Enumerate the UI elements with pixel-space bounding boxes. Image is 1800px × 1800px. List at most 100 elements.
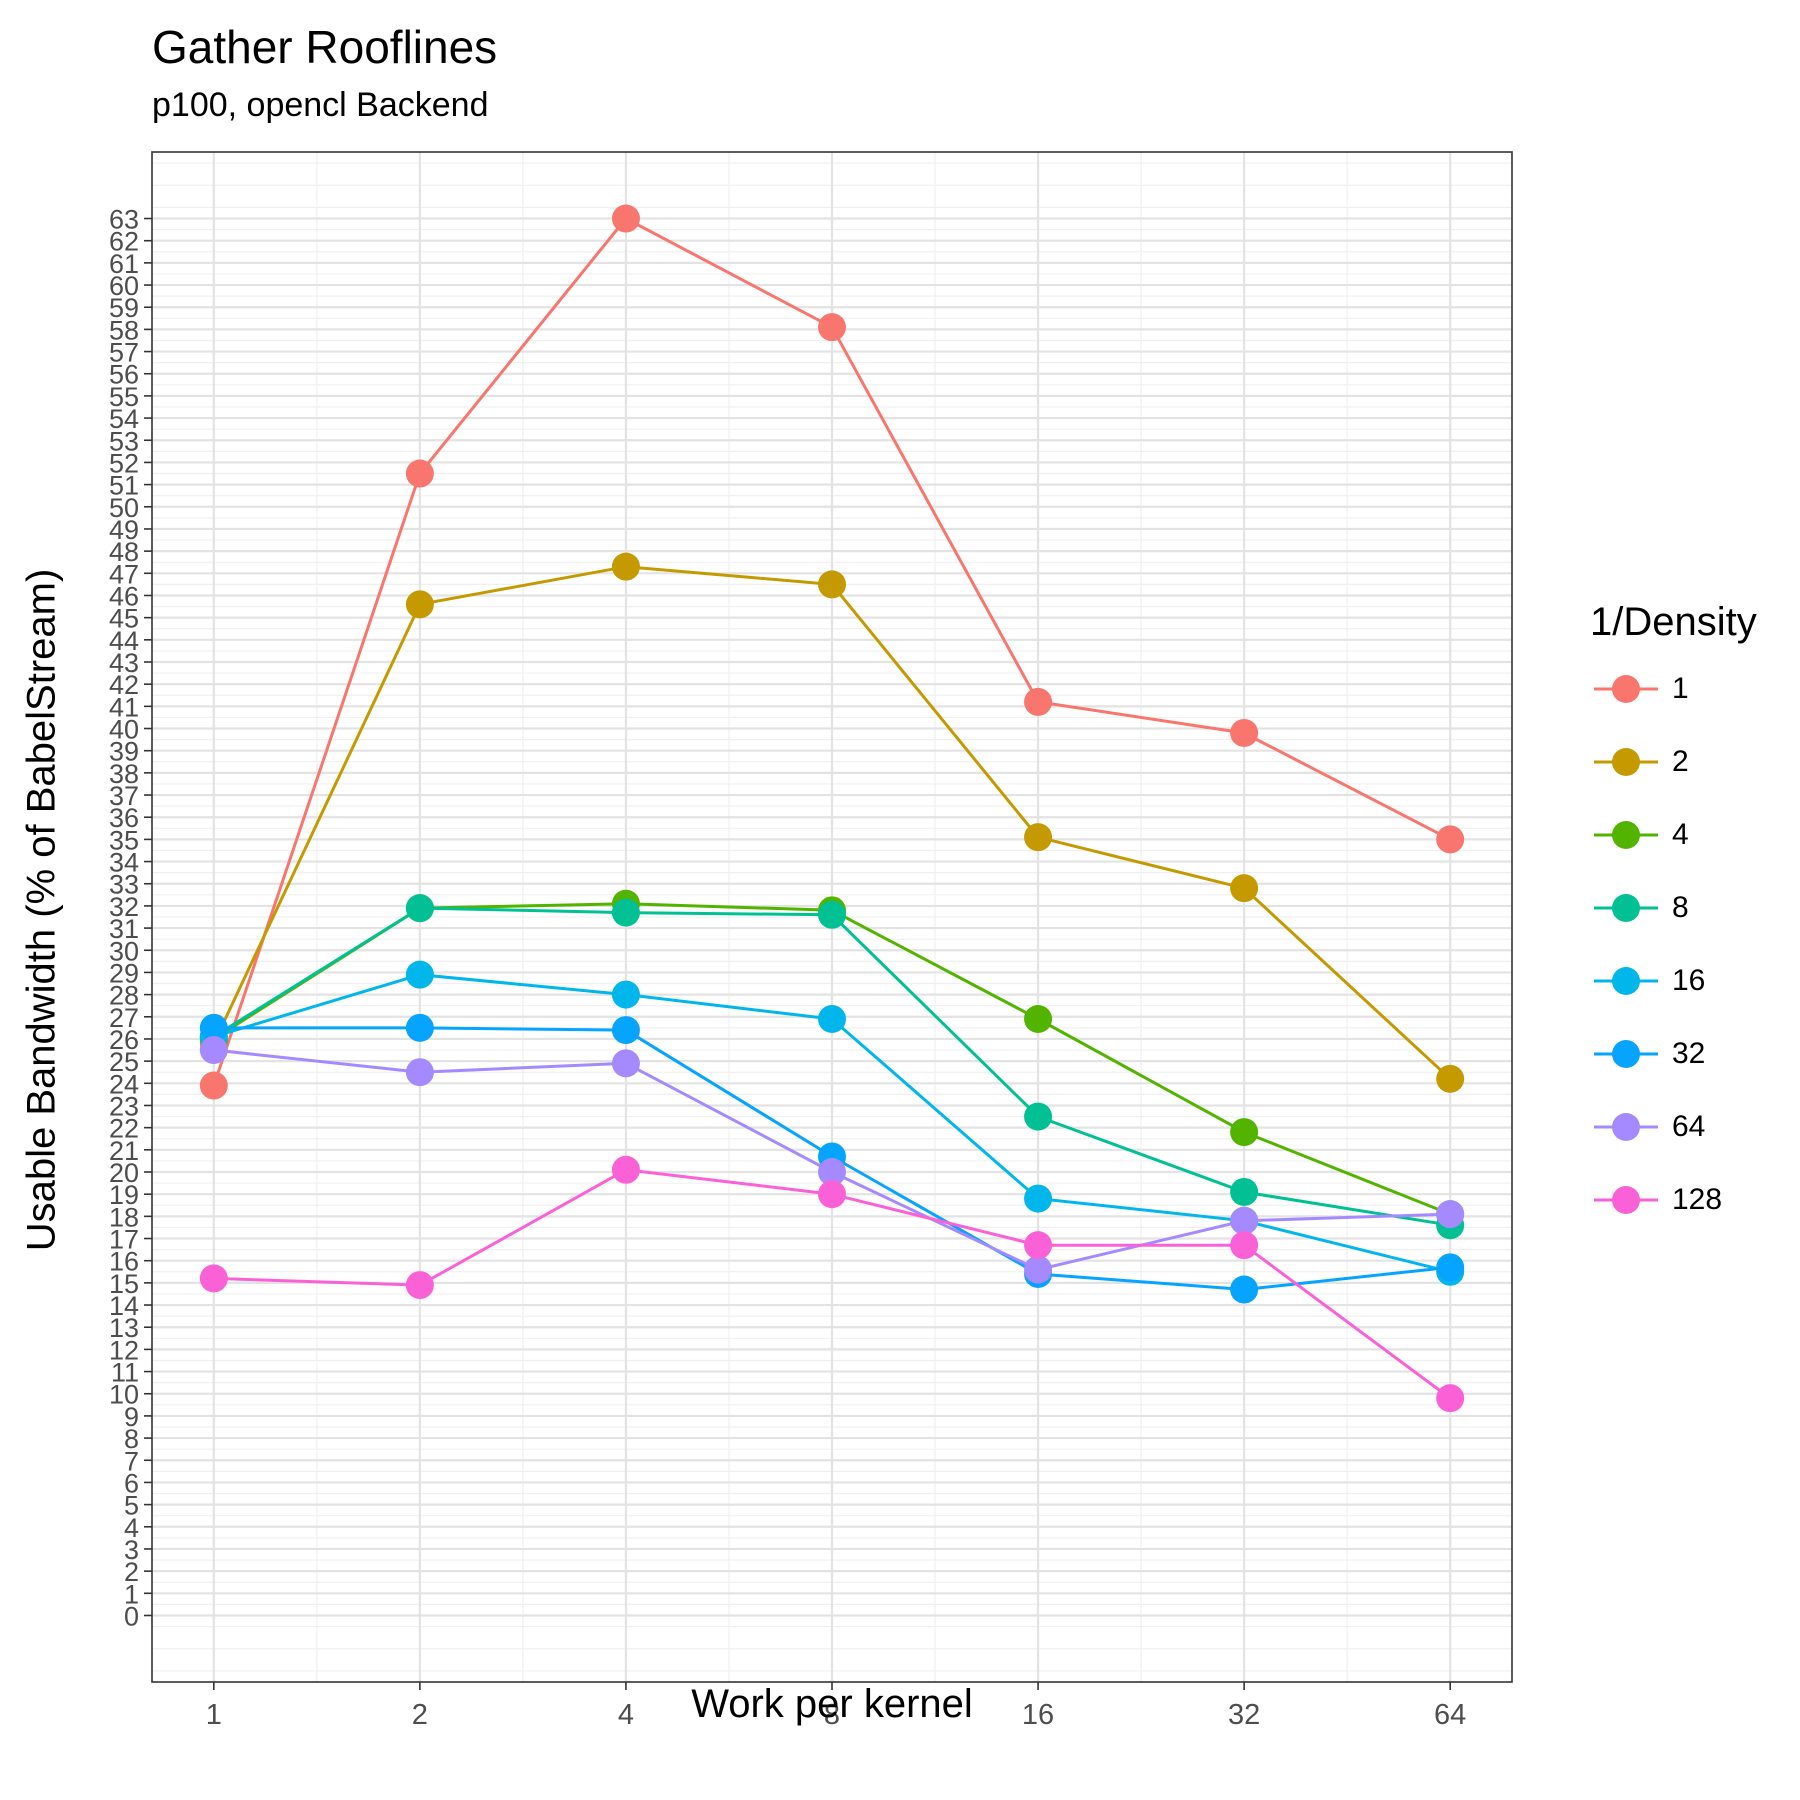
point-series-128-x1 xyxy=(199,1264,228,1293)
x-tick-label: 16 xyxy=(1022,1699,1054,1731)
y-tick-label: 58 xyxy=(109,315,139,345)
point-series-1-x4 xyxy=(611,204,640,233)
y-tick-label: 41 xyxy=(109,692,139,722)
x-tick-label: 8 xyxy=(824,1699,840,1731)
y-tick-label: 20 xyxy=(109,1158,139,1188)
point-series-128-x8 xyxy=(818,1180,846,1209)
y-tick-label: 10 xyxy=(109,1380,139,1410)
x-tick-label: 4 xyxy=(618,1699,634,1731)
y-tick-label: 33 xyxy=(109,870,139,900)
y-tick-label: 60 xyxy=(109,271,139,301)
x-tick-label: 64 xyxy=(1434,1699,1466,1731)
legend-label: 4 xyxy=(1672,818,1689,851)
y-tick-label: 25 xyxy=(109,1047,139,1077)
y-tick-label: 12 xyxy=(109,1335,139,1365)
point-series-1-x2 xyxy=(405,459,434,488)
x-axis-label: Work per kernel xyxy=(691,1682,973,1726)
y-tick-label: 42 xyxy=(109,670,139,700)
legend-item-64: 64 xyxy=(1590,1102,1790,1152)
y-tick-label: 55 xyxy=(109,382,139,412)
y-tick-label: 45 xyxy=(109,604,139,634)
series-points xyxy=(199,204,1465,1413)
point-series-8-x16 xyxy=(1024,1102,1053,1131)
y-tick-label: 14 xyxy=(109,1291,139,1321)
point-series-32-x2 xyxy=(405,1013,434,1042)
point-series-128-x4 xyxy=(611,1155,640,1184)
point-series-2-x16 xyxy=(1024,823,1053,852)
point-series-2-x8 xyxy=(818,570,846,599)
y-tick-label: 21 xyxy=(109,1136,139,1166)
legend-item-8: 8 xyxy=(1590,883,1790,933)
point-series-4-x16 xyxy=(1024,1005,1053,1033)
x-tick-label: 1 xyxy=(206,1699,222,1731)
y-tick-label: 39 xyxy=(109,737,139,767)
y-tick-label: 22 xyxy=(109,1114,139,1144)
legend-label: 8 xyxy=(1672,891,1689,924)
point-series-8-x2 xyxy=(405,894,434,923)
y-tick-label: 4 xyxy=(124,1513,139,1543)
point-series-64-x2 xyxy=(405,1058,434,1087)
point-series-64-x32 xyxy=(1230,1206,1259,1235)
point-series-2-x4 xyxy=(611,552,640,581)
point-series-8-x8 xyxy=(818,900,846,929)
y-tick-label: 36 xyxy=(109,803,139,833)
legend-key-64 xyxy=(1594,1113,1658,1141)
legend-key-128 xyxy=(1594,1186,1658,1214)
y-tick-label: 24 xyxy=(109,1069,139,1099)
legend-item-16: 16 xyxy=(1590,956,1790,1006)
point-series-16-x2 xyxy=(405,960,434,989)
legend-label: 64 xyxy=(1672,1110,1706,1143)
y-tick-label: 37 xyxy=(109,781,139,811)
y-tick-label: 3 xyxy=(124,1535,139,1565)
y-tick-label: 29 xyxy=(109,958,139,988)
y-tick-label: 57 xyxy=(109,338,139,368)
y-tick-label: 49 xyxy=(109,515,139,545)
point-series-2-x64 xyxy=(1436,1064,1465,1093)
point-series-128-x64 xyxy=(1436,1384,1465,1413)
y-axis: 0123456789101112131415161718192021222324… xyxy=(109,205,152,1631)
point-series-8-x4 xyxy=(611,898,640,927)
y-tick-label: 18 xyxy=(109,1202,139,1232)
point-series-1-x64 xyxy=(1436,825,1465,854)
legend-label: 16 xyxy=(1672,964,1706,997)
legend-key-2 xyxy=(1594,748,1658,776)
point-series-1-x16 xyxy=(1024,687,1053,716)
y-tick-label: 51 xyxy=(109,471,139,501)
y-tick-label: 48 xyxy=(109,537,139,567)
y-tick-label: 5 xyxy=(124,1491,139,1521)
y-tick-label: 47 xyxy=(109,559,139,589)
y-tick-label: 0 xyxy=(124,1601,139,1631)
chart-title: Gather Rooflines xyxy=(152,21,498,73)
point-series-128-x2 xyxy=(405,1271,434,1300)
point-series-2-x2 xyxy=(405,590,434,619)
y-tick-label: 7 xyxy=(124,1446,139,1476)
point-series-128-x32 xyxy=(1230,1231,1259,1260)
legend-label: 128 xyxy=(1672,1183,1723,1216)
y-tick-label: 43 xyxy=(109,648,139,678)
point-series-32-x64 xyxy=(1436,1253,1465,1282)
legend-key-16 xyxy=(1594,967,1658,995)
y-tick-label: 61 xyxy=(109,249,139,279)
point-series-32-x4 xyxy=(611,1016,640,1045)
legend-item-32: 32 xyxy=(1590,1029,1790,1079)
point-series-2-x32 xyxy=(1230,874,1259,903)
point-series-8-x32 xyxy=(1230,1177,1259,1206)
point-series-64-x1 xyxy=(199,1036,228,1065)
legend-label: 32 xyxy=(1672,1037,1706,1070)
y-tick-label: 26 xyxy=(109,1025,139,1055)
y-tick-label: 53 xyxy=(109,426,139,456)
point-series-64-x4 xyxy=(611,1049,640,1078)
y-tick-label: 19 xyxy=(109,1180,139,1210)
point-series-16-x8 xyxy=(818,1005,846,1033)
x-axis: 1 2 4 8 16 32 64 xyxy=(206,1682,1466,1731)
legend-item-2: 2 xyxy=(1590,737,1790,787)
point-series-1-x8 xyxy=(818,313,846,342)
point-series-64-x64 xyxy=(1436,1200,1465,1229)
y-tick-label: 31 xyxy=(109,914,139,944)
point-series-16-x16 xyxy=(1024,1184,1053,1213)
y-tick-label: 27 xyxy=(109,1003,139,1033)
point-series-32-x1 xyxy=(199,1013,228,1042)
y-tick-label: 13 xyxy=(109,1313,139,1343)
